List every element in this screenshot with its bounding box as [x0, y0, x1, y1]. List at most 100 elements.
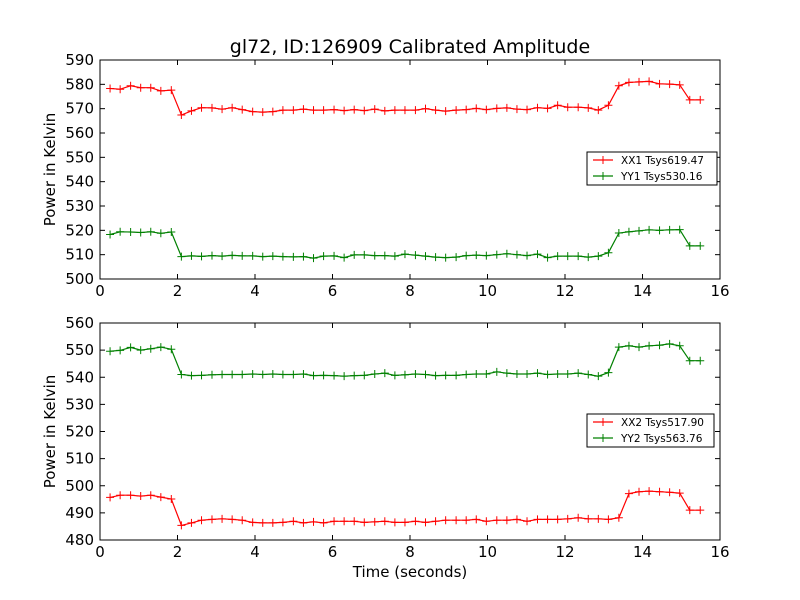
top-chart-series-2-point	[116, 227, 125, 236]
top-chart-series-1-point	[228, 103, 237, 112]
bottom-chart-series-1-point	[543, 515, 552, 524]
bottom-chart-series-2-point	[380, 369, 389, 378]
top-chart-series-1-point	[696, 95, 705, 104]
figure-title: gl72, ID:126909 Calibrated Amplitude	[230, 36, 590, 58]
top-chart-series-1-point	[177, 110, 186, 119]
top-chart-xtick-label: 10	[478, 282, 497, 300]
top-chart-legend-box	[586, 151, 718, 186]
bottom-chart-legend: XX2 Tsys517.90 YY2 Tsys563.76	[586, 413, 715, 448]
bottom-chart-series-1-point	[472, 515, 481, 524]
top-chart-series-1-point	[360, 106, 369, 115]
bottom-chart-series-1-point	[197, 516, 206, 525]
top-chart-ytick-label: 580	[65, 75, 94, 93]
bottom-chart-series-2-point	[604, 368, 613, 377]
bottom-chart-xtick-label: 2	[173, 543, 183, 561]
bottom-chart-series-1-point	[278, 518, 287, 527]
top-chart-series-1-point	[614, 81, 623, 90]
top-chart-series-2-point	[218, 252, 227, 261]
bottom-chart-series-1-point	[330, 517, 339, 526]
bottom-chart-series-1-point	[533, 515, 542, 524]
top-chart-series-1-point	[492, 104, 501, 113]
top-chart-series-2-point	[238, 251, 247, 260]
bottom-chart-series-2-point	[319, 371, 328, 380]
bottom-chart-series-2-point	[472, 369, 481, 378]
bottom-chart-series-1-point	[187, 518, 196, 527]
top-chart-series-2-point	[411, 251, 420, 260]
bottom-chart-series-2-point	[462, 370, 471, 379]
bottom-chart-series-2-point	[502, 369, 511, 378]
bottom-chart-series-1-point	[624, 489, 633, 498]
top-chart-series-2-point	[645, 225, 654, 234]
bottom-chart-series-1-point	[360, 518, 369, 527]
top-chart-series-2-point	[370, 251, 379, 260]
top-chart-series-2-point	[258, 252, 267, 261]
top-chart-legend-marker-2	[599, 172, 607, 180]
top-chart-panel: 0 2 4 6 8 10 12 14 16 500 510 520 530 540 550 560 570 580…	[41, 51, 730, 300]
top-chart-series-2-point	[675, 225, 684, 234]
bottom-chart-series-2-point	[177, 370, 186, 379]
top-chart-series-1-point	[502, 103, 511, 112]
bottom-chart-series-2-point	[411, 369, 420, 378]
bottom-chart-series-1-point	[635, 487, 644, 496]
bottom-chart-series-1-point	[400, 518, 409, 527]
bottom-chart-series-1-point	[675, 489, 684, 498]
bottom-chart-series-2-point	[400, 370, 409, 379]
top-chart-series-1-point	[289, 106, 298, 115]
bottom-chart-series-1-point	[319, 518, 328, 527]
top-chart-ytick-label: 510	[65, 246, 94, 264]
top-chart-ylabel: Power in Kelvin	[41, 113, 59, 227]
bottom-chart-series-1-point	[156, 493, 165, 502]
top-chart-series-2-point	[330, 251, 339, 260]
bottom-chart-series-1-point	[574, 513, 583, 522]
bottom-chart-series-1-point	[594, 514, 603, 523]
top-chart-series-2-point	[289, 252, 298, 261]
bottom-chart-series-1-point	[563, 514, 572, 523]
top-chart-legend-label-1: XX1 Tsys619.47	[621, 155, 704, 167]
top-chart-series-1-point	[218, 105, 227, 114]
bottom-chart-series-1-point	[106, 493, 115, 502]
top-chart-series-2-point	[553, 252, 562, 261]
top-chart-xtick-label: 14	[633, 282, 652, 300]
top-chart-series-2-point	[390, 252, 399, 261]
bottom-chart-series-2-point	[624, 341, 633, 350]
top-chart-series-2-point	[299, 252, 308, 261]
bottom-chart-series-1-point	[238, 516, 247, 525]
bottom-chart-series-1-point	[167, 495, 176, 504]
bottom-chart-series-1-point	[452, 516, 461, 525]
bottom-chart-series-2-point	[289, 370, 298, 379]
top-chart-series-2-point	[441, 253, 450, 262]
bottom-chart-series-2-point	[584, 370, 593, 379]
top-chart-series-1-point	[207, 103, 216, 112]
bottom-chart-series-1-point	[207, 515, 216, 524]
top-chart-series-2-point	[421, 252, 430, 261]
top-chart-series-1-point	[258, 108, 267, 117]
top-chart-xtick-label: 16	[710, 282, 729, 300]
top-chart-series-2-point	[512, 250, 521, 259]
bottom-chart-ytick-label: 530	[65, 395, 94, 413]
bottom-chart-series-1-point	[411, 517, 420, 526]
bottom-chart-series-2-point	[258, 370, 267, 379]
top-chart-series-2-point	[268, 252, 277, 261]
bottom-chart-series-2-point	[645, 341, 654, 350]
top-chart-series-2-point	[228, 251, 237, 260]
top-chart-series-2-point	[106, 230, 115, 239]
bottom-chart-series-2-point	[574, 369, 583, 378]
top-chart-series-2-point	[146, 227, 155, 236]
bottom-chart-series-2-point	[421, 370, 430, 379]
bottom-chart-series-1-point	[218, 514, 227, 523]
bottom-chart-series-2-point	[248, 369, 257, 378]
top-chart-series-1-point	[594, 106, 603, 115]
top-chart-series-2-point	[563, 252, 572, 261]
top-chart-series-1-point	[685, 95, 694, 104]
top-chart-series-1-point	[543, 104, 552, 113]
bottom-chart-series-1-point	[685, 506, 694, 515]
bottom-chart-legend-label-1: XX2 Tsys517.90	[621, 417, 704, 429]
top-chart-series-1-point	[319, 106, 328, 115]
bottom-chart-series-1-point	[502, 516, 511, 525]
top-chart-legend-marker-1	[599, 156, 607, 164]
bottom-chart-ytick-label: 520	[65, 423, 94, 441]
bottom-chart-series-2-point	[330, 371, 339, 380]
bottom-chart-series-1-point	[228, 515, 237, 524]
bottom-chart-legend-label-2: YY2 Tsys563.76	[620, 433, 703, 445]
bottom-chart-legend-marker-1	[599, 418, 607, 426]
